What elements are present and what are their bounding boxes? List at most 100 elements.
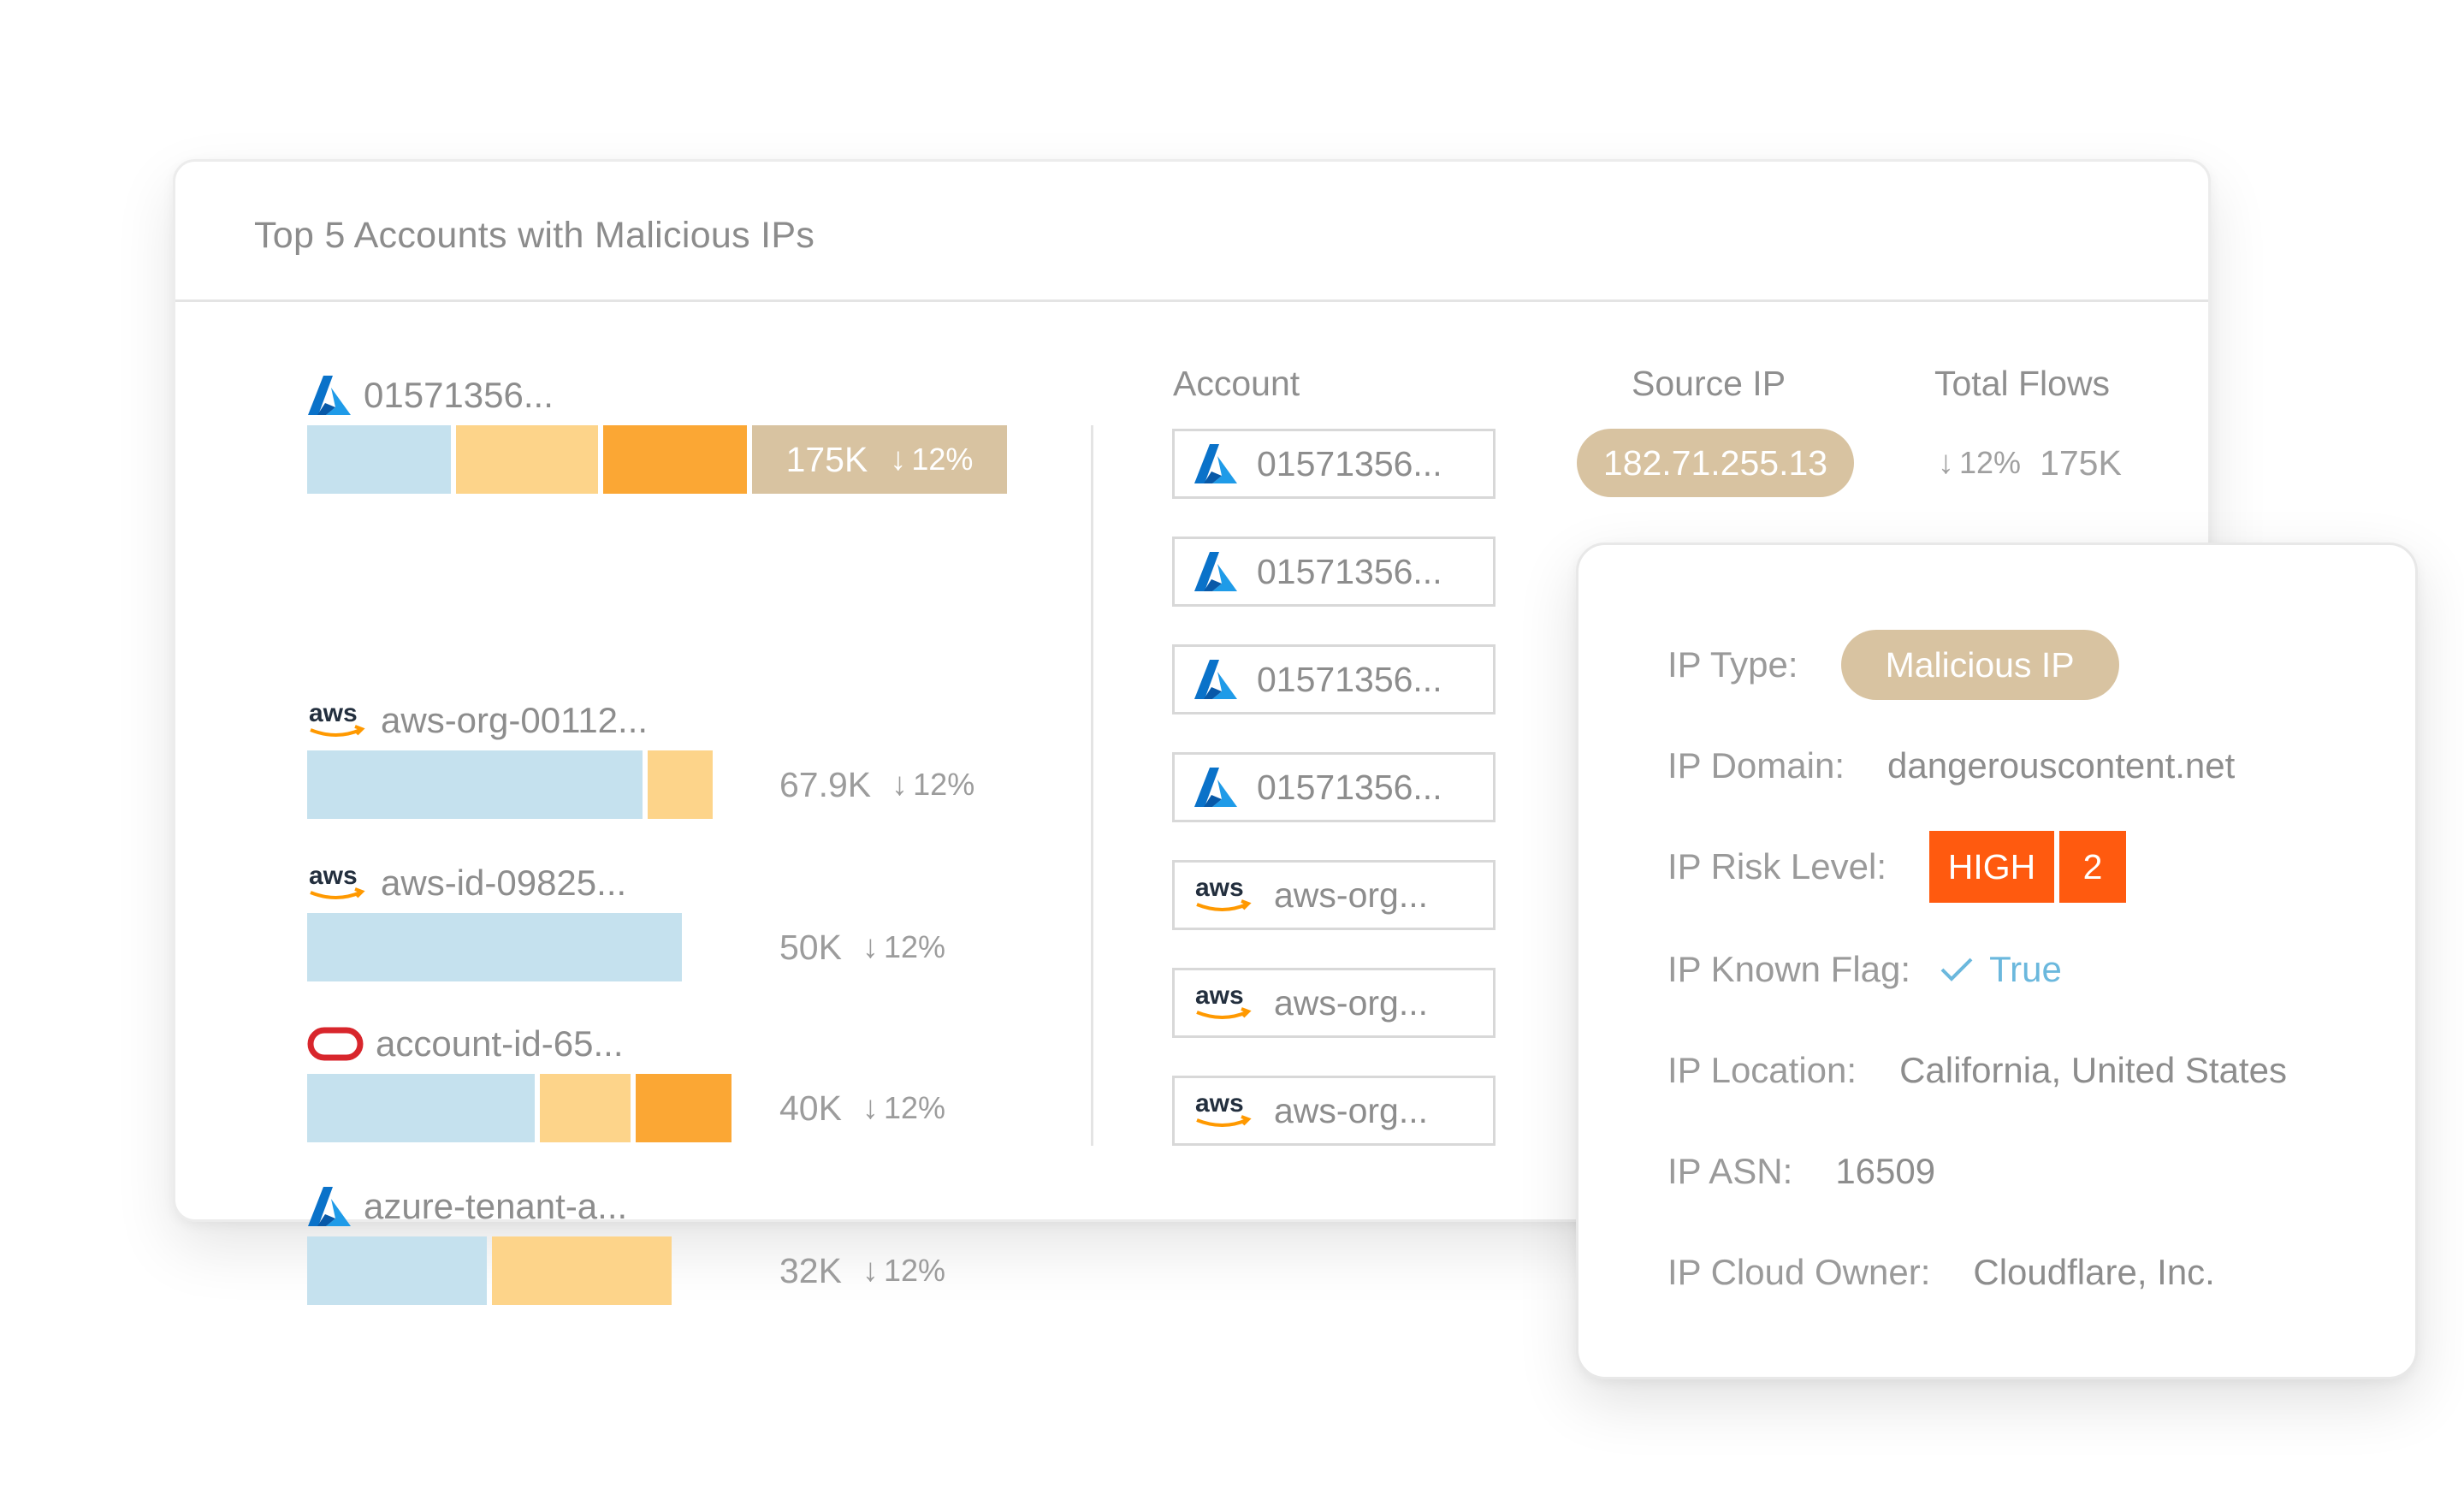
column-header-account: Account xyxy=(1173,364,1300,403)
account-name: 01571356... xyxy=(364,375,554,415)
bar-segment-peach xyxy=(540,1074,631,1142)
ip-location-row: IP Location: California, United States xyxy=(1667,1036,2287,1105)
change-percent: ↓ 12% xyxy=(862,928,946,965)
ip-owner-row: IP Cloud Owner: Cloudflare, Inc. xyxy=(1667,1238,2215,1307)
account-name: account-id-65... xyxy=(376,1023,624,1064)
table-account-cell[interactable]: 01571356... xyxy=(1172,429,1496,499)
ip-owner-value: Cloudflare, Inc. xyxy=(1973,1252,2215,1292)
total-flows-pill: 175K ↓ 12% xyxy=(752,425,1007,494)
bar-segment-orange xyxy=(603,425,747,494)
oracle-icon xyxy=(307,1026,364,1062)
total-flows-cell: ↓ 12% 175K xyxy=(1938,429,2122,497)
total-flows-text: 40K ↓ 12% xyxy=(779,1074,945,1142)
ip-risk-row: IP Risk Level: HIGH 2 xyxy=(1667,831,2126,903)
ip-asn-label: IP ASN: xyxy=(1667,1151,1793,1191)
bar-segment-orange xyxy=(636,1074,732,1142)
aws-icon: aws xyxy=(307,699,369,742)
account-flow-bar[interactable] xyxy=(307,1236,677,1305)
aws-icon: aws xyxy=(1194,981,1255,1024)
account-name: aws-org... xyxy=(1274,1090,1428,1130)
ip-details-card: IP Type: Malicious IP IP Domain: dangero… xyxy=(1576,543,2418,1379)
bar-segment-blue xyxy=(307,750,643,819)
source-ip-pill[interactable]: 182.71.255.13 xyxy=(1577,429,1854,497)
azure-icon xyxy=(307,375,352,416)
account-flow-bar[interactable] xyxy=(307,750,718,819)
arrow-down-icon: ↓ xyxy=(1938,444,1954,481)
ip-asn-row: IP ASN: 16509 xyxy=(1667,1137,1935,1206)
account-name: 01571356... xyxy=(1257,767,1442,807)
azure-icon xyxy=(1194,443,1238,484)
risk-level-badge: HIGH xyxy=(1929,831,2054,903)
ip-domain-row: IP Domain: dangerouscontent.net xyxy=(1667,732,2235,800)
arrow-down-icon: ↓ xyxy=(862,928,879,965)
table-account-cell[interactable]: 01571356... xyxy=(1172,644,1496,714)
card-header: Top 5 Accounts with Malicious IPs xyxy=(175,162,2208,302)
account-name: aws-org-00112... xyxy=(381,700,649,740)
total-value: 32K xyxy=(779,1250,842,1290)
ip-location-label: IP Location: xyxy=(1667,1050,1857,1090)
table-account-cell[interactable]: aws aws-org... xyxy=(1172,968,1496,1038)
ip-known-value: True xyxy=(1940,949,2062,990)
ip-known-label: IP Known Flag: xyxy=(1667,949,1911,989)
account-label: aws aws-id-09825... xyxy=(307,860,626,906)
svg-text:aws: aws xyxy=(309,862,358,890)
account-name: 01571356... xyxy=(1257,551,1442,591)
azure-icon xyxy=(1194,551,1238,592)
check-icon xyxy=(1940,957,1974,982)
aws-icon: aws xyxy=(1194,874,1255,916)
column-header-source-ip: Source IP xyxy=(1632,364,1786,403)
arrow-down-icon: ↓ xyxy=(891,766,909,803)
account-label: account-id-65... xyxy=(307,1021,624,1067)
ip-asn-value: 16509 xyxy=(1835,1151,1936,1191)
change-percent: ↓ 12% xyxy=(890,441,974,477)
bar-segment-peach xyxy=(492,1236,672,1305)
account-name: aws-id-09825... xyxy=(381,863,627,903)
svg-text:aws: aws xyxy=(309,699,358,727)
table-account-cell[interactable]: aws aws-org... xyxy=(1172,860,1496,930)
account-name: aws-org... xyxy=(1274,875,1428,915)
account-flow-bar[interactable] xyxy=(307,1074,737,1142)
account-label: aws aws-org-00112... xyxy=(307,697,648,744)
total-flows-text: 67.9K ↓ 12% xyxy=(779,750,974,819)
table-account-cell[interactable]: 01571356... xyxy=(1172,537,1496,607)
total-value: 67.9K xyxy=(779,764,872,804)
column-header-total-flows: Total Flows xyxy=(1934,364,2111,403)
ip-type-row: IP Type: Malicious IP xyxy=(1667,630,2119,700)
svg-text:aws: aws xyxy=(1195,981,1244,1010)
account-flow-bar[interactable] xyxy=(307,913,687,981)
ip-known-row: IP Known Flag: True xyxy=(1667,935,2062,1004)
ip-type-label: IP Type: xyxy=(1667,644,1798,685)
bar-segment-peach xyxy=(648,750,713,819)
bar-segment-blue xyxy=(307,913,682,981)
svg-text:aws: aws xyxy=(1195,1089,1244,1118)
account-label: azure-tenant-a... xyxy=(307,1183,627,1230)
aws-icon: aws xyxy=(307,862,369,904)
table-account-cell[interactable]: aws aws-org... xyxy=(1172,1076,1496,1146)
change-percent: ↓ 12% xyxy=(862,1089,946,1126)
risk-score-badge: 2 xyxy=(2059,831,2126,903)
change-percent: ↓ 12% xyxy=(862,1252,946,1289)
ip-type-pill: Malicious IP xyxy=(1840,630,2119,700)
total-value: 40K xyxy=(779,1088,842,1128)
ip-location-value: California, United States xyxy=(1899,1050,2287,1090)
arrow-down-icon: ↓ xyxy=(890,441,907,477)
ip-risk-label: IP Risk Level: xyxy=(1667,846,1886,886)
flows-value: 175K xyxy=(2040,442,2122,483)
azure-icon xyxy=(307,1186,352,1227)
account-name: 01571356... xyxy=(1257,443,1442,483)
bar-segment-blue xyxy=(307,425,451,494)
table-account-cell[interactable]: 01571356... xyxy=(1172,752,1496,822)
bar-segment-blue xyxy=(307,1236,487,1305)
account-name: azure-tenant-a... xyxy=(364,1186,628,1226)
account-name: aws-org... xyxy=(1274,982,1428,1023)
azure-icon xyxy=(1194,659,1238,700)
azure-icon xyxy=(1194,767,1238,808)
bar-segment-blue xyxy=(307,1074,535,1142)
bar-segment-peach xyxy=(456,425,598,494)
ip-domain-label: IP Domain: xyxy=(1667,745,1845,786)
total-flows-text: 50K ↓ 12% xyxy=(779,913,945,981)
account-flow-bar[interactable]: 175K ↓ 12% xyxy=(307,425,1007,494)
account-name: 01571356... xyxy=(1257,659,1442,699)
account-label: 01571356... xyxy=(307,372,554,418)
change-percent: ↓ 12% xyxy=(891,766,975,803)
